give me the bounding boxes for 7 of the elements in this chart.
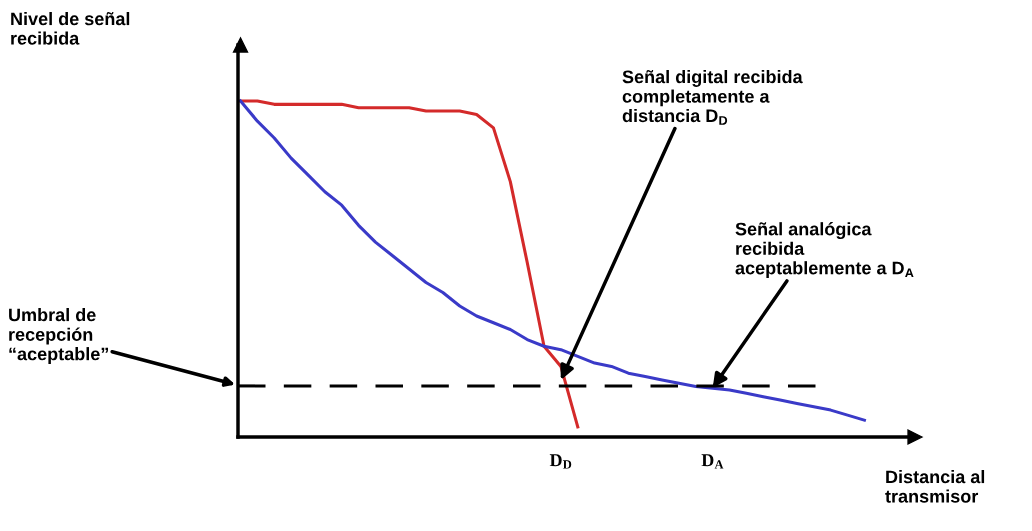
annotation: Señal digital recibida completamente a distancia D$_{D}$ [622,70,803,125]
text: Nivel de señal recibida [11,12,130,45]
x-tick-label: D$_{D}$ [549,454,572,469]
annotation: Señal analógica recibida aceptablemente a D$_{A}$ [735,222,914,278]
ref-line-label: Umbral de recepción “aceptable” [9,308,109,364]
x-axis-title: Distancia al transmisor [885,470,985,503]
x-tick-label: D$_{A}$ [701,454,724,469]
